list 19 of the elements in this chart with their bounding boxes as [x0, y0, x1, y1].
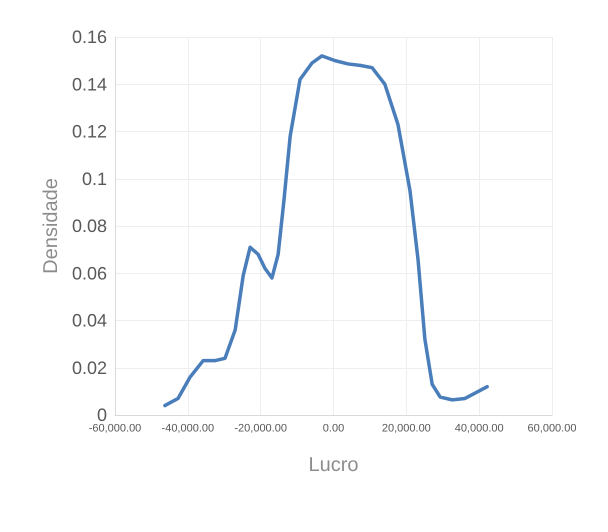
x-tick-label: 40,000.00	[454, 422, 504, 434]
x-tick-label: -20,000.00	[234, 422, 287, 434]
x-axis-title: Lucro	[308, 454, 359, 476]
y-tick-label: 0.08	[72, 216, 107, 236]
line-series	[163, 54, 489, 408]
y-tick-label: 0.1	[82, 168, 107, 189]
x-tick-label: -40,000.00	[162, 422, 214, 434]
y-tick-label: 0	[96, 405, 107, 425]
x-tick-label: -60,000.00	[88, 422, 142, 434]
x-tick-label: 0.00	[322, 422, 344, 434]
y-tick-label: 0.12	[72, 122, 107, 142]
y-tick-label: 0.04	[72, 310, 107, 330]
y-tick-label: 0.06	[72, 263, 107, 284]
y-tick-label: 0.14	[72, 74, 107, 94]
x-tick-label: 60,000.00	[528, 422, 576, 434]
x-tick-label: 20,000.00	[382, 422, 431, 434]
y-tick-label: 0.02	[72, 358, 107, 378]
y-tick-label: 0.16	[72, 27, 107, 47]
y-axis-title: Densidade	[40, 178, 62, 274]
